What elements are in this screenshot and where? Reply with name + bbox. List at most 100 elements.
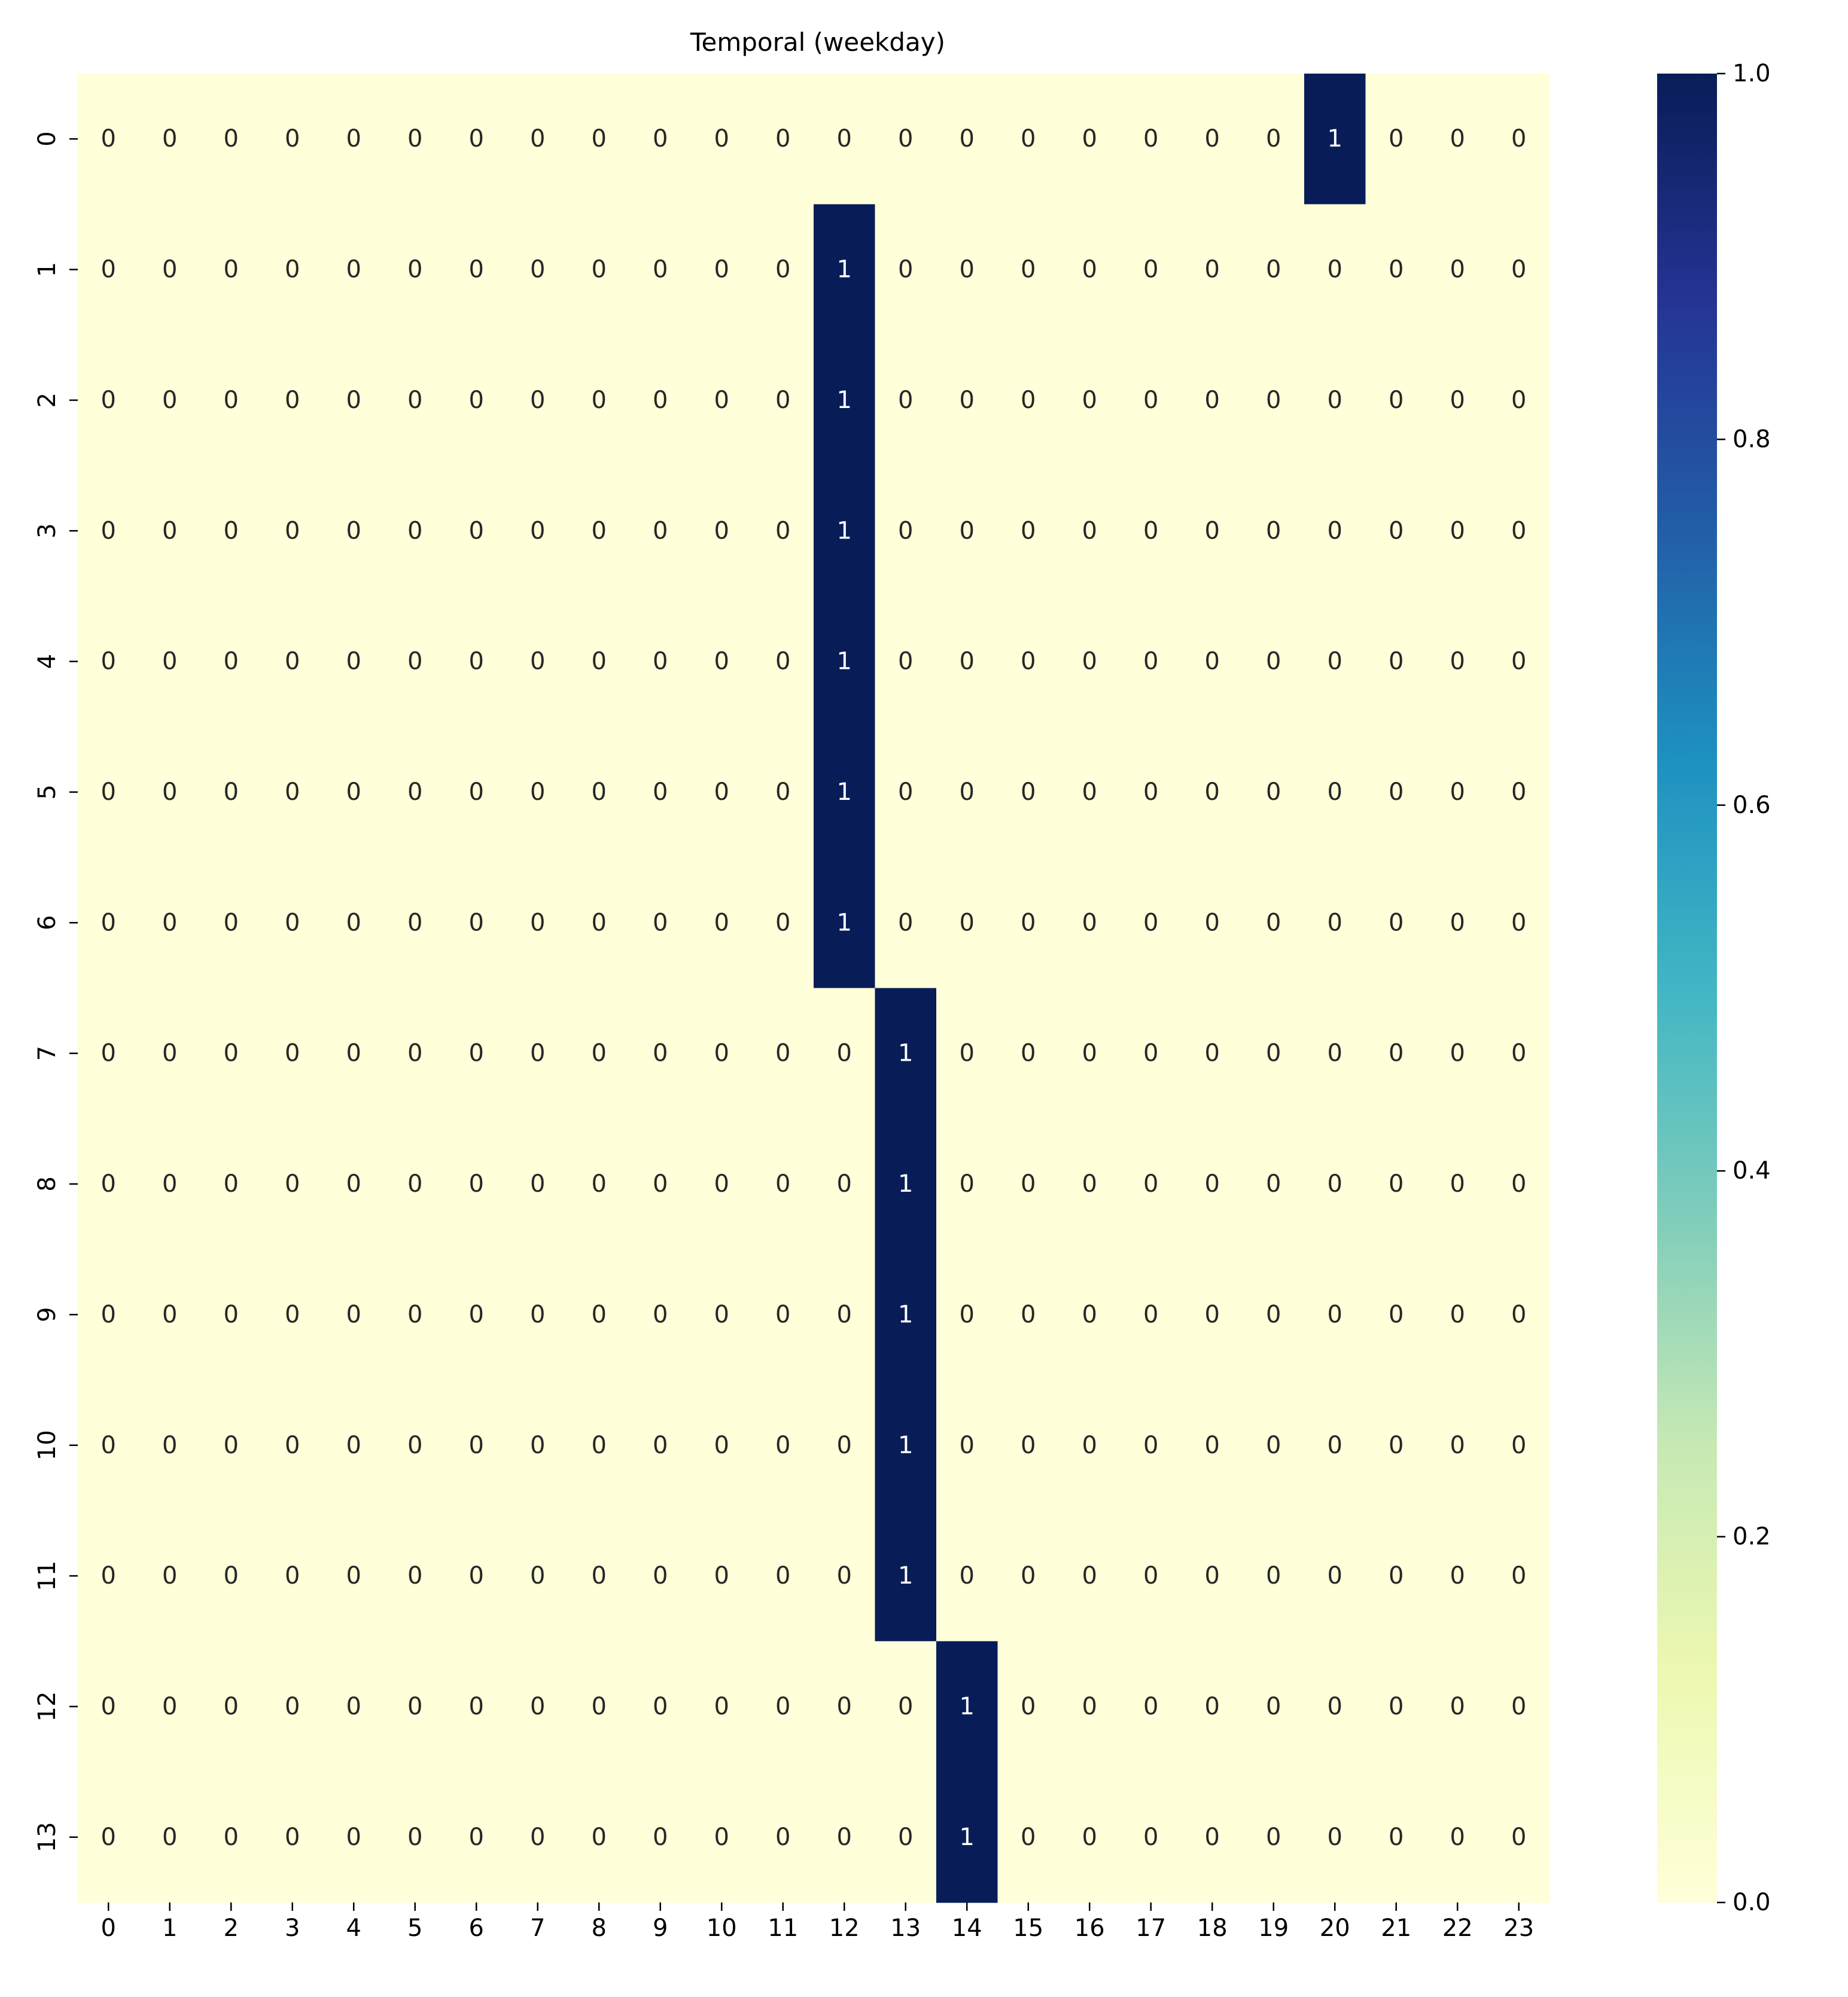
heatmap-cell	[1182, 1771, 1244, 1903]
heatmap-cell	[507, 204, 569, 336]
cell-annotation: 0	[1389, 1432, 1403, 1459]
chart-title: Temporal (weekday)	[690, 28, 945, 57]
cell-annotation: 0	[960, 1562, 975, 1590]
heatmap-cell	[568, 857, 631, 989]
cell-annotation: 0	[1143, 648, 1158, 675]
heatmap-cell	[691, 204, 753, 336]
cell-annotation: 0	[592, 1824, 607, 1851]
heatmap-cell	[1488, 857, 1550, 989]
x-tick-label: 14	[952, 1914, 982, 1942]
y-tick-label: 9	[34, 1307, 61, 1322]
heatmap-cell	[1488, 334, 1550, 466]
heatmap-cell	[261, 988, 324, 1119]
cell-annotation: 0	[346, 1692, 361, 1720]
heatmap-cell	[200, 1771, 263, 1903]
cell-annotation: 0	[224, 1824, 239, 1851]
heatmap-cell	[1365, 334, 1427, 466]
cell-annotation: 0	[162, 909, 177, 936]
cell-annotation: 0	[1266, 1170, 1281, 1198]
cell-annotation: 0	[346, 256, 361, 284]
heatmap-cell	[1243, 74, 1305, 205]
heatmap-cell	[200, 1118, 263, 1250]
cell-annotation: 0	[530, 256, 545, 284]
cell-annotation: 0	[1143, 778, 1158, 806]
cell-annotation: 0	[714, 1692, 729, 1720]
cell-annotation: 0	[1450, 1301, 1465, 1328]
cell-annotation: 0	[162, 1170, 177, 1198]
cell-annotation: 0	[1021, 909, 1036, 936]
cell-annotation: 0	[469, 778, 484, 806]
cell-annotation: 0	[1082, 1040, 1097, 1067]
heatmap-cell	[1365, 1380, 1427, 1511]
heatmap-cell	[1182, 726, 1244, 858]
heatmap-cell	[875, 1641, 937, 1773]
cell-annotation: 0	[960, 1170, 975, 1198]
heatmap-cell	[568, 74, 631, 205]
heatmap-cell	[200, 988, 263, 1119]
heatmap-cell	[1059, 1510, 1121, 1642]
heatmap-cell	[1488, 726, 1550, 858]
heatmap-cell	[1427, 465, 1489, 597]
heatmap-cell	[997, 988, 1060, 1119]
heatmap-cell	[1120, 204, 1182, 336]
cell-annotation: 0	[346, 125, 361, 153]
cell-annotation: 0	[407, 1824, 422, 1851]
cell-annotation: 0	[101, 1301, 116, 1328]
heatmap-cell	[446, 74, 508, 205]
cell-annotation: 0	[285, 1692, 300, 1720]
cell-annotation: 0	[1511, 1562, 1526, 1590]
cell-annotation: 0	[346, 1040, 361, 1067]
heatmap-cell	[323, 1249, 385, 1381]
colorbar-tick-label: 0.8	[1733, 425, 1771, 453]
heatmap-cell	[752, 1510, 814, 1642]
cell-annotation: 1	[898, 1040, 913, 1067]
cell-annotation: 0	[1143, 1170, 1158, 1198]
heatmap-cell	[1304, 726, 1366, 858]
cell-annotation: 0	[1021, 1301, 1036, 1328]
heatmap-cell	[323, 1771, 385, 1903]
heatmap-cell	[1059, 465, 1121, 597]
colorbar-tick-label: 0.0	[1733, 1889, 1771, 1916]
cell-annotation: 0	[653, 1824, 668, 1851]
cell-annotation: 0	[224, 386, 239, 414]
cell-annotation: 0	[1205, 256, 1220, 284]
cell-annotation: 0	[285, 778, 300, 806]
heatmap-cell	[446, 1118, 508, 1250]
cell-annotation: 0	[1205, 1432, 1220, 1459]
heatmap-cell	[1304, 596, 1366, 727]
heatmap-cell	[997, 857, 1060, 989]
heatmap-cell	[507, 1641, 569, 1773]
heatmap-cell	[997, 465, 1060, 597]
cell-annotation: 0	[898, 778, 913, 806]
heatmap-cell	[1120, 334, 1182, 466]
heatmap-cell	[814, 1510, 876, 1642]
heatmap-cell	[752, 726, 814, 858]
cell-annotation: 0	[1021, 1040, 1036, 1067]
heatmap-cell	[78, 1771, 140, 1903]
heatmap-cell	[139, 1118, 201, 1250]
cell-annotation: 0	[1205, 1824, 1220, 1851]
heatmap-cell	[814, 74, 876, 205]
heatmap-cell	[568, 1510, 631, 1642]
cell-annotation: 0	[775, 1562, 790, 1590]
cell-annotation: 0	[162, 386, 177, 414]
heatmap-cell	[1059, 74, 1121, 205]
cell-annotation: 0	[1205, 778, 1220, 806]
cell-annotation: 0	[101, 1562, 116, 1590]
cell-annotation: 0	[592, 517, 607, 544]
heatmap-cell	[936, 1641, 998, 1773]
cell-annotation: 0	[837, 1432, 852, 1459]
cell-annotation: 0	[714, 648, 729, 675]
y-tick-label: 6	[34, 915, 61, 930]
cell-annotation: 0	[346, 778, 361, 806]
cell-annotation: 0	[714, 1301, 729, 1328]
heatmap-cell	[1059, 1771, 1121, 1903]
cell-annotation: 0	[101, 125, 116, 153]
heatmap-cell	[629, 596, 692, 727]
cell-annotation: 0	[1328, 909, 1342, 936]
heatmap-cell	[875, 988, 937, 1119]
cell-annotation: 0	[162, 517, 177, 544]
heatmap-cell	[261, 857, 324, 989]
cell-annotation: 0	[592, 1692, 607, 1720]
cell-annotation: 0	[101, 256, 116, 284]
